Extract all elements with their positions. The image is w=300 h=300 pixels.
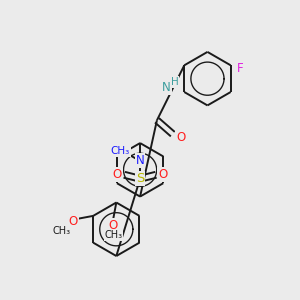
Text: S: S: [136, 172, 144, 185]
Text: O: O: [113, 168, 122, 181]
Text: CH₃: CH₃: [52, 226, 70, 236]
Text: CH₃: CH₃: [111, 146, 130, 156]
Text: O: O: [176, 130, 185, 144]
Text: O: O: [69, 215, 78, 228]
Text: N: N: [136, 154, 145, 167]
Text: CH₃: CH₃: [104, 230, 122, 240]
Text: O: O: [109, 219, 118, 232]
Text: O: O: [158, 168, 167, 181]
Text: H: H: [171, 77, 178, 87]
Text: N: N: [162, 81, 171, 94]
Text: F: F: [237, 62, 244, 75]
